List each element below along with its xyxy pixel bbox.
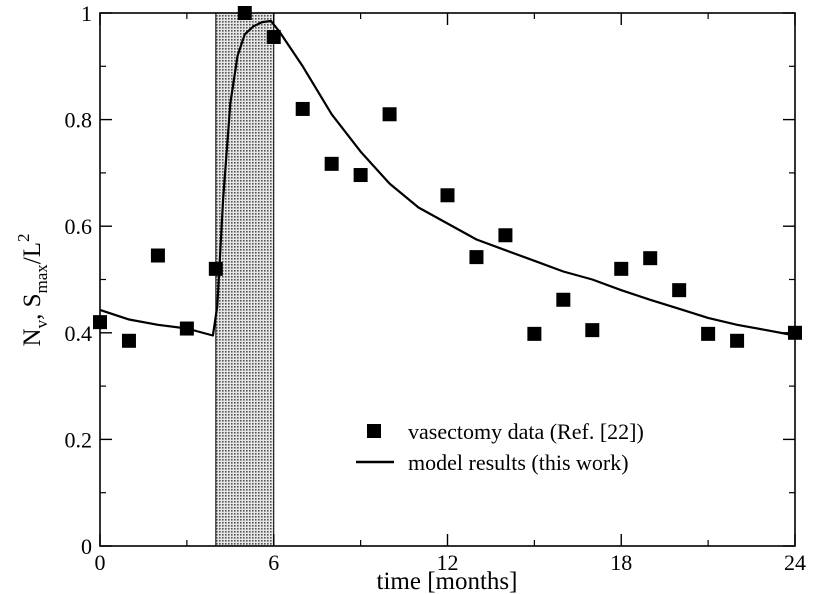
y-tick-label: 1 — [81, 1, 92, 26]
y-tick-label: 0 — [81, 534, 92, 559]
y-label-sub1: v — [32, 319, 51, 328]
y-label-sup: 2 — [14, 234, 33, 243]
data-point-marker — [208, 261, 223, 276]
data-point-marker — [556, 292, 571, 307]
x-tick-label: 12 — [437, 550, 459, 575]
shaded-region-layer — [215, 12, 275, 547]
y-tick-label: 0.8 — [65, 108, 93, 133]
data-point-marker — [179, 321, 194, 336]
data-point-marker — [672, 283, 687, 298]
y-tick-label: 0.6 — [65, 214, 93, 239]
y-axis-label: Nv, Smax/L2 — [14, 234, 51, 347]
legend-label-model: model results (this work) — [408, 450, 629, 475]
data-point-marker — [295, 101, 310, 116]
data-point-marker — [585, 323, 600, 338]
data-point-marker — [324, 156, 339, 171]
data-markers-layer — [93, 6, 802, 348]
y-label-sub2: max — [32, 264, 51, 294]
y-tick-label: 0.2 — [65, 427, 93, 452]
x-tick-label: 24 — [784, 550, 806, 575]
data-point-marker — [266, 29, 281, 44]
data-point-marker — [614, 261, 629, 276]
x-tick-label: 0 — [95, 550, 106, 575]
x-tick-label: 18 — [610, 550, 632, 575]
y-label-base: N — [19, 328, 46, 346]
tick-labels-layer: 0 6 12 18 24 0 0.2 0.4 0.6 0.8 1 — [65, 1, 807, 575]
model-line — [99, 19, 796, 337]
y-label-slash: /L — [19, 242, 46, 264]
data-point-marker — [469, 250, 484, 265]
plot-frame — [99, 12, 796, 547]
data-point-marker — [498, 228, 513, 243]
data-point-marker — [353, 168, 368, 183]
model-line-layer — [99, 19, 796, 337]
shaded-region — [215, 12, 275, 547]
y-label-sep: , S — [19, 294, 46, 320]
x-axis-label: time [months] — [377, 568, 518, 594]
legend-marker-square — [367, 424, 381, 438]
y-tick-label: 0.4 — [65, 321, 93, 346]
legend: vasectomy data (Ref. [22]) model results… — [356, 419, 644, 475]
data-point-marker — [730, 333, 745, 348]
data-point-marker — [382, 107, 397, 122]
data-point-marker — [121, 333, 136, 348]
data-point-marker — [527, 326, 542, 341]
data-point-marker — [643, 251, 658, 266]
data-point-marker — [150, 248, 165, 263]
data-point-marker — [440, 188, 455, 203]
legend-label-data: vasectomy data (Ref. [22]) — [408, 419, 644, 444]
x-tick-label: 6 — [268, 550, 279, 575]
data-point-marker — [701, 326, 716, 341]
